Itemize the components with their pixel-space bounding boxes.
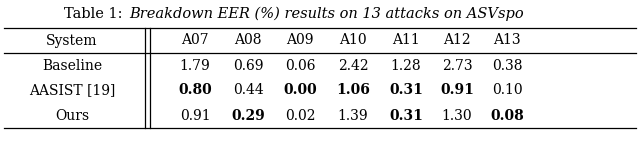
Text: AASIST [19]: AASIST [19] <box>29 84 115 98</box>
Text: 0.06: 0.06 <box>285 58 316 72</box>
Text: Ours: Ours <box>55 108 89 123</box>
Text: A13: A13 <box>493 33 521 48</box>
Text: 0.10: 0.10 <box>492 84 522 98</box>
Text: A12: A12 <box>443 33 471 48</box>
Text: 0.38: 0.38 <box>492 58 522 72</box>
Text: A10: A10 <box>339 33 367 48</box>
Text: 0.80: 0.80 <box>178 84 212 98</box>
Text: 0.00: 0.00 <box>283 84 317 98</box>
Text: 2.73: 2.73 <box>442 58 472 72</box>
Text: A07: A07 <box>181 33 209 48</box>
Text: 1.39: 1.39 <box>338 108 368 123</box>
Text: Baseline: Baseline <box>42 58 102 72</box>
Text: 0.31: 0.31 <box>389 108 423 123</box>
Text: 1.06: 1.06 <box>336 84 370 98</box>
Text: 0.44: 0.44 <box>232 84 264 98</box>
Text: 0.08: 0.08 <box>490 108 524 123</box>
Text: 0.29: 0.29 <box>231 108 265 123</box>
Text: 0.69: 0.69 <box>233 58 263 72</box>
Text: 2.42: 2.42 <box>338 58 368 72</box>
Text: 1.28: 1.28 <box>390 58 421 72</box>
Text: System: System <box>46 33 98 48</box>
Text: A11: A11 <box>392 33 420 48</box>
Text: Breakdown EER (%) results on 13 attacks on ASVspo: Breakdown EER (%) results on 13 attacks … <box>129 7 524 21</box>
Text: 1.79: 1.79 <box>180 58 211 72</box>
Text: 0.02: 0.02 <box>285 108 316 123</box>
Text: 0.31: 0.31 <box>389 84 423 98</box>
Text: A08: A08 <box>234 33 262 48</box>
Text: Table 1:: Table 1: <box>64 7 127 21</box>
Text: 1.30: 1.30 <box>442 108 472 123</box>
Text: 0.91: 0.91 <box>180 108 211 123</box>
Text: A09: A09 <box>286 33 314 48</box>
Text: 0.91: 0.91 <box>440 84 474 98</box>
